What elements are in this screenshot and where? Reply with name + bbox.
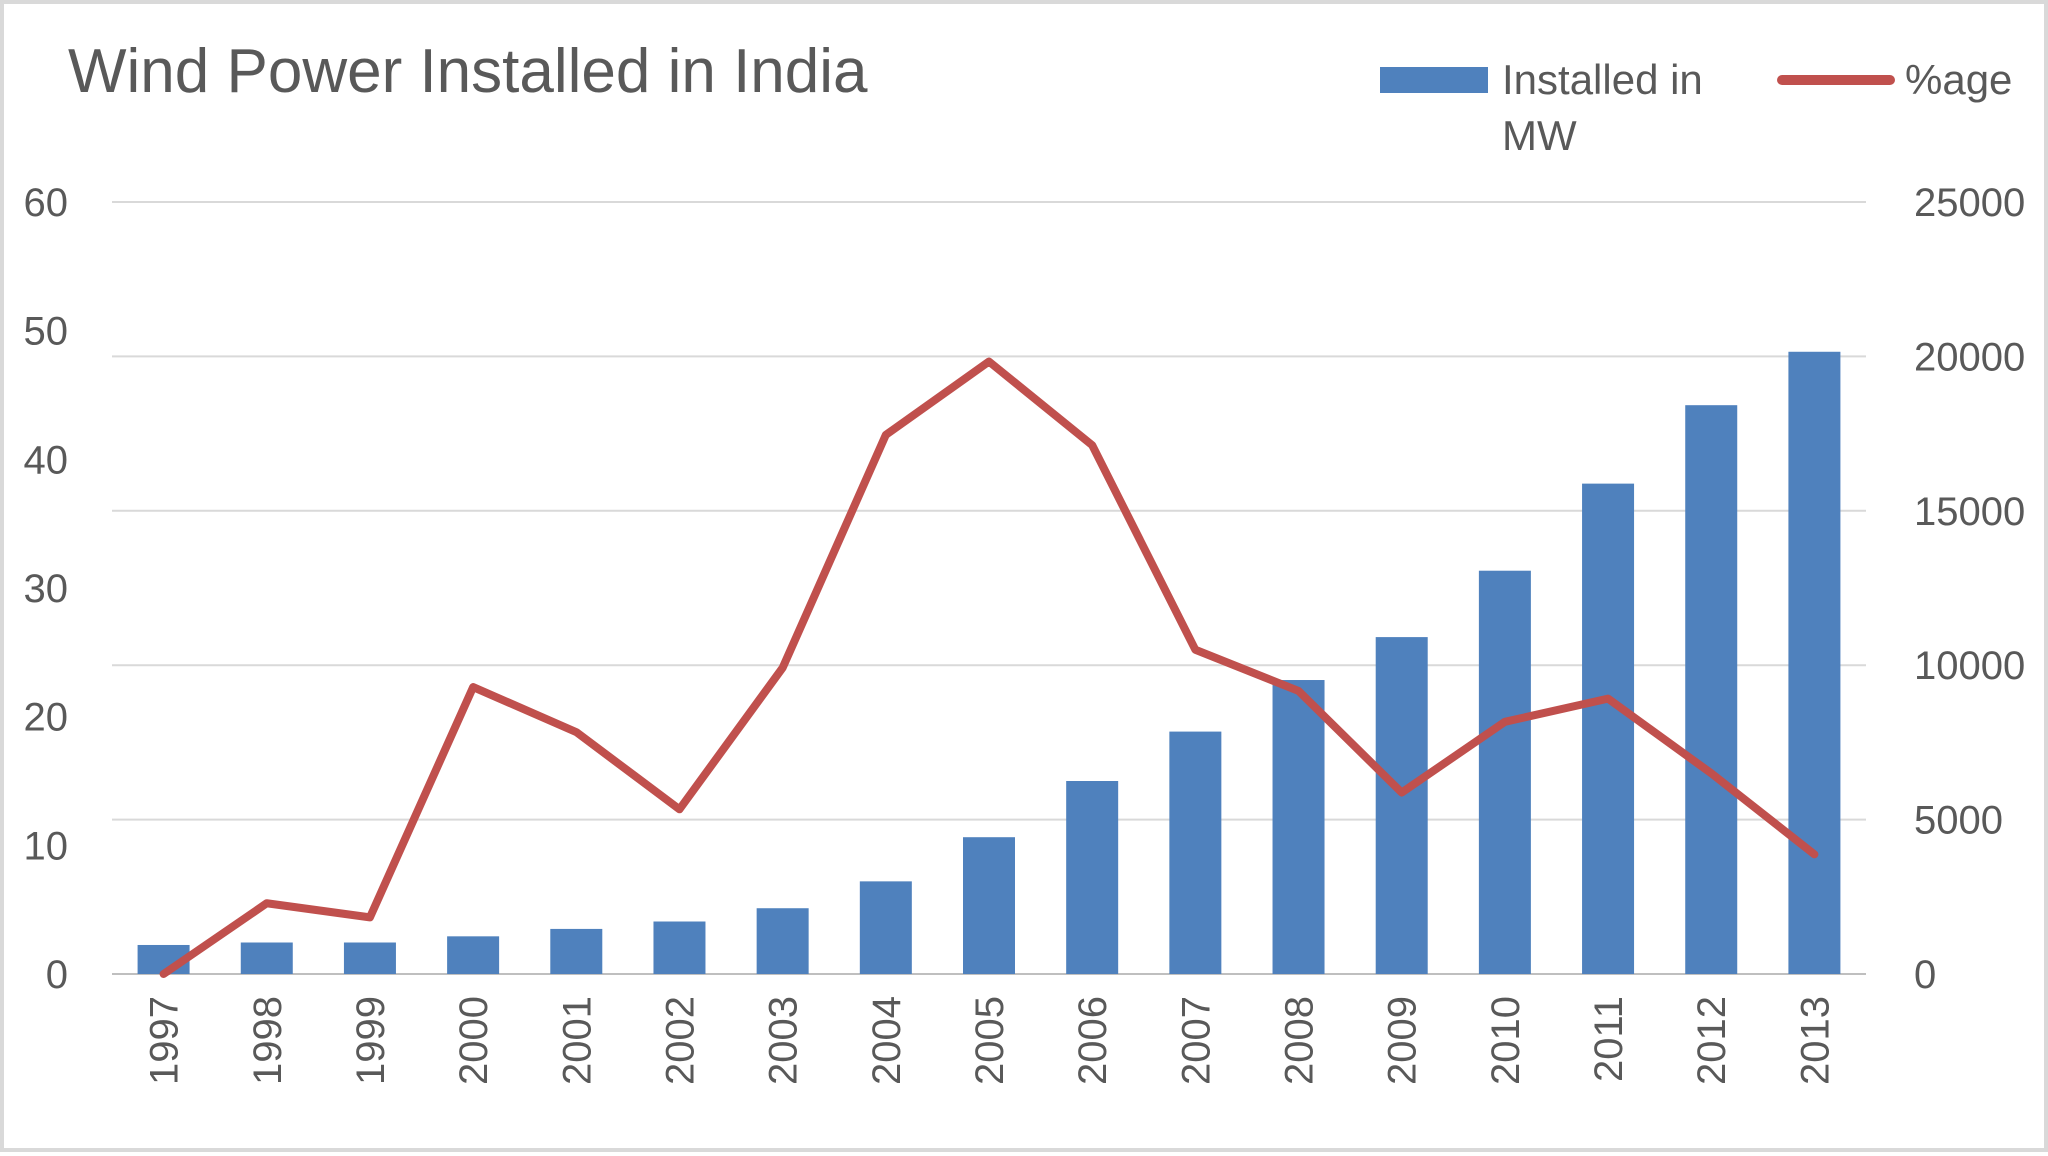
bar-2004	[860, 881, 912, 974]
x-tick-label: 2001	[555, 996, 599, 1085]
legend-label-percentage: %age	[1905, 52, 2012, 108]
bar-2009	[1376, 637, 1428, 974]
bar-2000	[447, 936, 499, 974]
x-tick-label: 2003	[762, 996, 806, 1085]
x-tick-label: 2013	[1793, 996, 1837, 1085]
x-axis: 1997 1998 1999 2000 2001 2002 2003 2004 2005 2006…	[143, 996, 1838, 1085]
x-tick-label: 2004	[865, 996, 909, 1085]
bar-1998	[241, 943, 293, 974]
right-tick-label: 10000	[1914, 644, 2025, 688]
right-tick-label: 5000	[1914, 799, 2003, 843]
legend-swatch-bar	[1380, 67, 1488, 93]
bar-2001	[550, 929, 602, 974]
left-tick-label: 10	[24, 824, 69, 868]
bar-2007	[1169, 732, 1221, 974]
x-tick-label: 2012	[1690, 996, 1734, 1085]
x-tick-label: 2008	[1278, 996, 1322, 1085]
left-axis: 0 10 20 30 40 50 60	[24, 181, 69, 997]
bar-1999	[344, 943, 396, 974]
x-tick-label: 2005	[968, 996, 1012, 1085]
chart-title: Wind Power Installed in India	[68, 36, 868, 107]
x-tick-label: 2011	[1587, 996, 1631, 1082]
x-tick-label: 1998	[246, 996, 290, 1085]
right-axis: 0 5000 10000 15000 20000 25000	[1914, 181, 2025, 997]
x-tick-label: 2002	[658, 996, 702, 1085]
x-tick-label: 2006	[1071, 996, 1115, 1085]
right-tick-label: 25000	[1914, 181, 2025, 225]
left-tick-label: 30	[24, 567, 69, 611]
legend-label-installed: Installed in MW	[1502, 52, 1737, 164]
x-tick-label: 2010	[1484, 996, 1528, 1085]
left-tick-label: 40	[24, 438, 69, 482]
left-tick-label: 0	[46, 953, 68, 997]
left-tick-label: 50	[24, 310, 69, 354]
bar-2002	[653, 922, 705, 974]
bar-2008	[1273, 680, 1325, 974]
bar-series-installed	[138, 352, 1841, 974]
x-tick-label: 2007	[1174, 996, 1218, 1085]
left-tick-label: 60	[24, 181, 69, 225]
bar-2005	[963, 837, 1015, 974]
x-tick-label: 2000	[452, 996, 496, 1085]
bar-2010	[1479, 571, 1531, 974]
legend-item-installed: Installed in MW	[1380, 52, 1737, 164]
x-tick-label: 2009	[1381, 996, 1425, 1085]
left-tick-label: 20	[24, 696, 69, 740]
bar-2003	[757, 908, 809, 974]
bar-2011	[1582, 484, 1634, 974]
x-tick-label: 1999	[349, 996, 393, 1085]
legend-swatch-line	[1777, 75, 1895, 85]
right-tick-label: 20000	[1914, 335, 2025, 379]
legend-item-percentage: %age	[1777, 52, 2012, 108]
bar-2013	[1788, 352, 1840, 974]
bar-2012	[1685, 405, 1737, 974]
x-tick-label: 1997	[143, 996, 187, 1085]
right-tick-label: 0	[1914, 953, 1936, 997]
bar-2006	[1066, 781, 1118, 974]
right-tick-label: 15000	[1914, 490, 2025, 534]
